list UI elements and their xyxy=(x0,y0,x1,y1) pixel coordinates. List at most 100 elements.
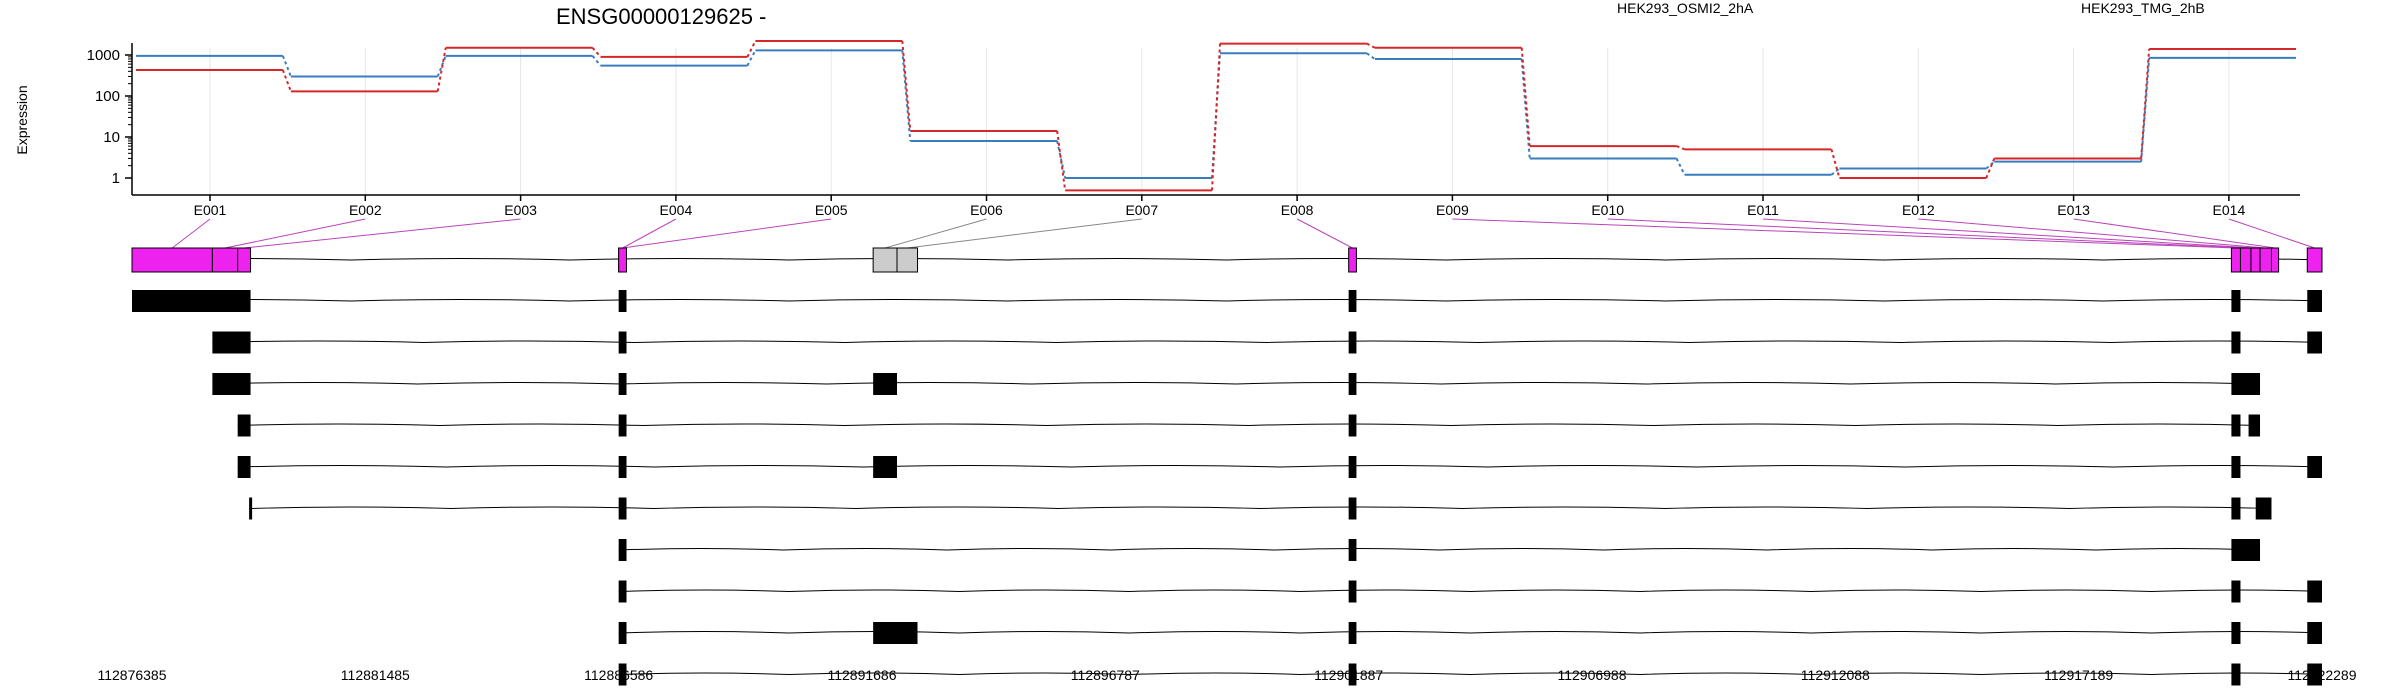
transcript-exon xyxy=(618,580,627,603)
exon-labels: E001 E002 E003 E004 E005 E006 E007 E008 E009 E010… xyxy=(194,202,2246,218)
transcript-exon xyxy=(1348,580,1357,603)
transcript-exon xyxy=(2231,497,2241,520)
transcript-exon xyxy=(2231,663,2241,686)
connector-E008 xyxy=(1296,218,1353,249)
transcript-exon xyxy=(2231,373,2261,395)
series-link xyxy=(1520,47,1531,147)
transcript-exon xyxy=(1348,414,1357,437)
series-link xyxy=(2140,57,2151,162)
grid-lines xyxy=(209,48,2230,195)
transcript-intron xyxy=(212,382,2261,385)
connector-E007 xyxy=(907,218,1142,249)
connector-E001 xyxy=(171,218,211,249)
transcript-exon xyxy=(1348,622,1357,644)
series-link xyxy=(281,55,292,77)
transcript-intron xyxy=(249,506,2272,510)
series-link xyxy=(2140,48,2151,159)
x-tick-label-E012: E012 xyxy=(1902,202,1935,218)
gene-model-exon-E008 xyxy=(1348,247,1357,273)
series-link xyxy=(1366,52,1376,60)
exon-connectors xyxy=(171,218,2315,249)
connector-E005 xyxy=(622,218,832,249)
transcript-6 xyxy=(249,497,2272,520)
x-tick-label-E008: E008 xyxy=(1281,202,1314,218)
axes: 1 10 100 1000 xyxy=(87,43,2300,201)
transcript-intron xyxy=(237,465,2323,468)
x-tick-label-E011: E011 xyxy=(1747,202,1779,218)
gene-model-intron xyxy=(131,258,2323,261)
series-link xyxy=(281,69,292,92)
transcript-exon xyxy=(2231,331,2241,354)
transcript-2 xyxy=(212,331,2323,354)
y-tick-label-1000: 1000 xyxy=(87,47,120,64)
y-axis-label: Expression xyxy=(14,85,30,154)
transcript-exon xyxy=(1348,373,1357,395)
transcript-exon xyxy=(873,373,898,395)
y-tick-label-1: 1 xyxy=(112,170,120,187)
transcript-exon xyxy=(249,497,253,520)
x-tick-label-E001: E001 xyxy=(194,202,227,218)
transcript-exon xyxy=(618,539,627,561)
transcript-exon xyxy=(2307,331,2322,354)
transcript-exon xyxy=(2231,290,2241,312)
x-tick-label-E009: E009 xyxy=(1436,202,1469,218)
gene-model-exon-E011 xyxy=(2250,247,2261,273)
series-link xyxy=(1676,145,1685,151)
gene-model-exon-E006 xyxy=(872,247,898,273)
connector-E013 xyxy=(2073,218,2276,249)
y-tick-label-100: 100 xyxy=(95,88,120,105)
connector-E006 xyxy=(884,218,987,249)
transcript-exon xyxy=(873,622,918,644)
transcript-exon xyxy=(2255,497,2272,520)
connector-E003 xyxy=(244,218,521,249)
transcript-exon xyxy=(618,663,627,686)
genomic-tick-label-7: 112912088 xyxy=(1801,667,1870,683)
genomic-tick-label-2: 112886586 xyxy=(584,667,653,683)
genomic-tick-label-8: 112917189 xyxy=(2044,667,2113,683)
transcript-exon xyxy=(1348,290,1357,312)
connector-E011 xyxy=(1762,218,2256,249)
transcript-exon xyxy=(2307,580,2322,603)
transcript-exon xyxy=(2248,414,2261,437)
connector-E009 xyxy=(1452,218,2236,249)
transcript-1 xyxy=(131,290,2323,312)
genomic-tick-label-6: 112906988 xyxy=(1557,667,1626,683)
transcript-exon xyxy=(237,414,251,437)
transcript-exon xyxy=(618,331,627,354)
series-link xyxy=(746,49,757,67)
connector-E010 xyxy=(1607,218,2246,249)
genomic-tick-label-9: 112922289 xyxy=(2287,667,2356,683)
transcript-exon xyxy=(2231,622,2241,644)
series-link xyxy=(1056,130,1067,191)
transcript-exon xyxy=(618,497,627,520)
genomic-coordinate-axis: 112876385 112881485 112886586 112891686 1128… xyxy=(97,667,2356,683)
transcript-intron xyxy=(618,548,2261,551)
x-tick-label-E007: E007 xyxy=(1125,202,1158,218)
x-tick-label-E003: E003 xyxy=(504,202,537,218)
transcript-exon xyxy=(1348,539,1357,561)
gene-model-exon-E012 xyxy=(2259,247,2272,273)
genomic-tick-label-3: 112891686 xyxy=(827,667,896,683)
connector-E012 xyxy=(1918,218,2266,249)
x-tick-label-E010: E010 xyxy=(1591,202,1624,218)
transcript-intron xyxy=(618,589,2323,593)
transcript-exon xyxy=(618,290,627,312)
transcript-intron xyxy=(618,672,2323,676)
series-link xyxy=(1056,140,1067,179)
transcript-exon xyxy=(2307,290,2322,312)
transcript-exon xyxy=(618,456,627,478)
transcript-exon xyxy=(1348,663,1357,686)
transcript-exon xyxy=(2231,580,2241,603)
genomic-tick-label-5: 112901887 xyxy=(1314,667,1383,683)
gene-model-exon-E009 xyxy=(2230,247,2241,273)
transcript-exon xyxy=(873,456,898,478)
gene-model xyxy=(131,247,2323,273)
series-link xyxy=(591,47,602,58)
transcript-4 xyxy=(237,414,2261,437)
transcript-exon xyxy=(2231,539,2261,561)
x-tick-label-E004: E004 xyxy=(660,202,693,218)
transcript-exon xyxy=(2307,663,2322,686)
series-link xyxy=(1830,167,1841,176)
x-tick-label-E014: E014 xyxy=(2213,202,2246,218)
